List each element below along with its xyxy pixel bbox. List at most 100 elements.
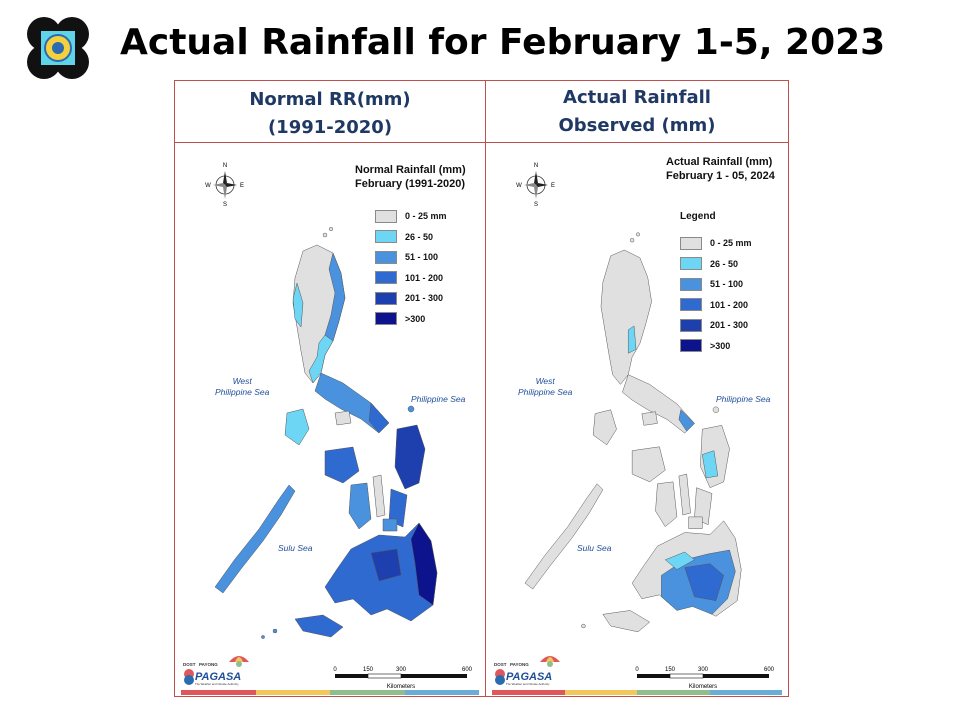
header-divider — [174, 142, 789, 143]
legend-swatch — [375, 209, 397, 223]
brand-tagline: The Weather and Climate Authority — [195, 682, 239, 686]
svg-text:N: N — [223, 163, 227, 169]
sea-label-west-line2: Philippine Sea — [518, 387, 573, 397]
slide-title: Actual Rainfall for February 1-5, 2023 — [120, 22, 886, 63]
legend-swatch — [375, 271, 397, 285]
legend-label: 201 - 300 — [405, 293, 444, 304]
sea-label-west: West Philippine Sea — [215, 376, 269, 398]
svg-text:N: N — [534, 163, 538, 169]
scale-tick: 600 — [462, 667, 473, 673]
panel-divider — [485, 80, 486, 697]
svg-text:E: E — [240, 183, 244, 189]
legend-swatch — [680, 318, 702, 332]
comparison-frame — [174, 80, 789, 697]
brand-name: PAGASA — [195, 671, 241, 683]
brand-mid: PAYONG — [199, 662, 218, 667]
legend-item: 0 - 25 mm — [375, 206, 447, 227]
legend-item: 51 - 100 — [680, 274, 752, 295]
sea-label-west-line1: West — [232, 376, 252, 386]
scale-unit: Kilometers — [689, 684, 717, 690]
legend-label: 26 - 50 — [405, 231, 434, 242]
normal-heading-line1: Normal RR(mm) — [249, 89, 411, 110]
legend-label: 101 - 200 — [405, 272, 444, 283]
legend-item: 0 - 25 mm — [680, 233, 752, 254]
brand-name: PAGASA — [506, 671, 552, 683]
brand-small: DOST — [183, 662, 196, 667]
sea-label-south: Sulu Sea — [278, 543, 313, 553]
svg-text:S: S — [223, 202, 227, 207]
actual-map-title: Actual Rainfall (mm) February 1 - 05, 20… — [666, 155, 775, 183]
normal-heading-line2: (1991-2020) — [267, 117, 393, 138]
legend-item: 201 - 300 — [375, 288, 447, 309]
actual-map-title-line1: Actual Rainfall (mm) — [666, 156, 773, 168]
color-stripe-bar — [181, 690, 479, 695]
pagasa-logo — [27, 17, 89, 79]
legend-label: 26 - 50 — [710, 258, 739, 269]
legend-swatch — [680, 277, 702, 291]
sea-label-east: Philippine Sea — [716, 394, 771, 404]
color-stripe-bar — [492, 690, 782, 695]
sea-label-west-line2: Philippine Sea — [215, 387, 270, 397]
scale-bar: 0 150 300 600 Kilometers — [635, 667, 775, 690]
brand-small: DOST — [494, 662, 507, 667]
legend-swatch — [375, 291, 397, 305]
legend-label: 101 - 200 — [710, 299, 749, 310]
actual-rainfall-heading: Actual Rainfall Observed (mm) — [486, 84, 788, 140]
legend-label: 0 - 25 mm — [710, 238, 752, 249]
legend-item: 201 - 300 — [680, 315, 752, 336]
svg-text:W: W — [205, 183, 211, 189]
actual-heading-line1: Actual Rainfall — [563, 87, 711, 108]
legend-label: 0 - 25 mm — [405, 211, 447, 222]
normal-map-title-line2: February (1991-2020) — [355, 178, 466, 190]
legend-swatch — [680, 257, 702, 271]
scale-tick: 150 — [665, 667, 676, 673]
sea-label-east: Philippine Sea — [411, 394, 466, 404]
legend-label: >300 — [405, 313, 426, 324]
brand-mid: PAYONG — [510, 662, 529, 667]
sea-label-west-line1: West — [535, 376, 555, 386]
sea-label-west: West Philippine Sea — [518, 376, 572, 398]
actual-map-title-line2: February 1 - 05, 2024 — [666, 170, 775, 182]
legend-swatch — [680, 298, 702, 312]
legend-item: 101 - 200 — [375, 268, 447, 289]
legend-item: 26 - 50 — [375, 227, 447, 248]
scale-tick: 300 — [698, 667, 709, 673]
normal-rainfall-map-panel: N S W E Normal Rainfall (mm) February (1… — [175, 143, 485, 696]
legend-heading: Legend — [680, 211, 716, 222]
legend-swatch — [375, 230, 397, 244]
svg-text:E: E — [551, 183, 555, 189]
scale-unit: Kilometers — [387, 684, 415, 690]
legend-swatch — [680, 339, 702, 353]
compass-rose-icon: N S W E — [205, 163, 244, 207]
scale-tick: 0 — [635, 667, 639, 673]
svg-text:W: W — [516, 183, 522, 189]
legend-label: 51 - 100 — [710, 279, 744, 290]
scale-tick: 150 — [363, 667, 374, 673]
actual-map-legend: 0 - 25 mm 26 - 50 51 - 100 101 - 200 201… — [680, 233, 752, 356]
actual-heading-line2: Observed (mm) — [558, 115, 716, 136]
scale-bar: 0 150 300 600 Kilometers — [333, 667, 473, 690]
svg-text:S: S — [534, 202, 538, 207]
normal-map-legend: 0 - 25 mm 26 - 50 51 - 100 101 - 200 201… — [375, 206, 447, 329]
scale-tick: 300 — [396, 667, 407, 673]
actual-rainfall-map-panel: N S W E Actual Rainfall (mm) February 1 … — [486, 143, 788, 696]
payong-pagasa-logo: DOST PAYONG PAGASA The Weather and Clima… — [183, 656, 249, 686]
legend-item: >300 — [375, 309, 447, 330]
legend-item: 26 - 50 — [680, 254, 752, 275]
payong-pagasa-logo: DOST PAYONG PAGASA The Weather and Clima… — [494, 656, 560, 686]
legend-label: >300 — [710, 340, 731, 351]
sea-label-south: Sulu Sea — [577, 543, 612, 553]
normal-map-title-line1: Normal Rainfall (mm) — [355, 164, 466, 176]
philippines-actual-rainfall-map — [524, 232, 742, 633]
normal-map-title: Normal Rainfall (mm) February (1991-2020… — [355, 163, 466, 191]
legend-label: 201 - 300 — [710, 320, 749, 331]
legend-swatch — [680, 236, 702, 250]
compass-rose-icon: N S W E — [516, 163, 555, 207]
scale-tick: 600 — [764, 667, 775, 673]
legend-item: 51 - 100 — [375, 247, 447, 268]
legend-item: 101 - 200 — [680, 295, 752, 316]
philippines-normal-rainfall-map — [214, 226, 438, 639]
legend-label: 51 - 100 — [405, 252, 439, 263]
legend-swatch — [375, 250, 397, 264]
scale-tick: 0 — [333, 667, 337, 673]
